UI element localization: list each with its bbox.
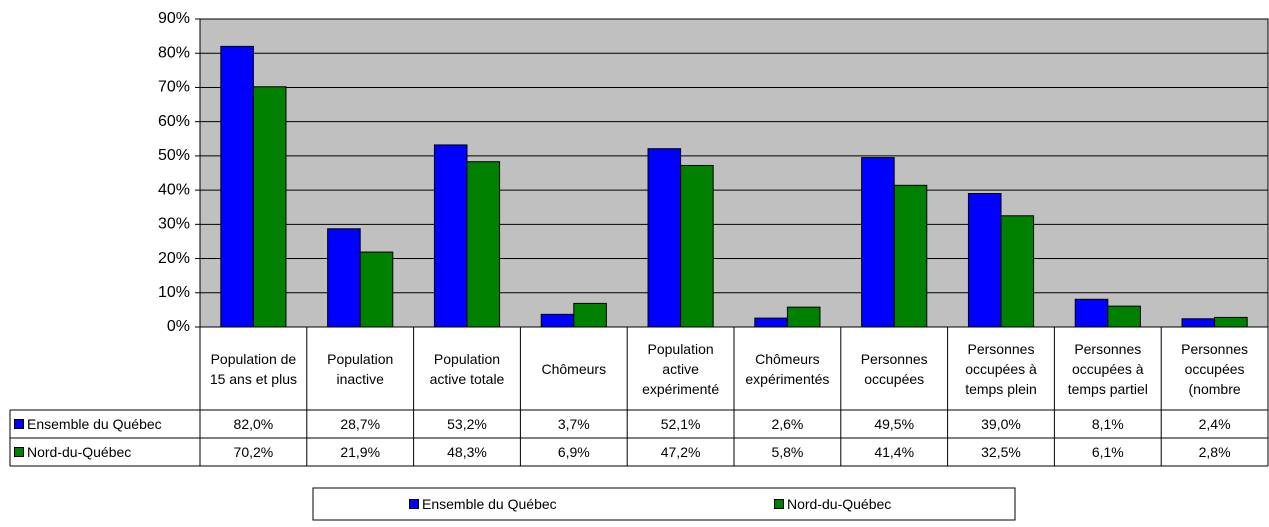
x-tick-label: Population de 15 ans et plus bbox=[209, 350, 297, 387]
bar bbox=[540, 313, 575, 328]
bar bbox=[573, 302, 607, 328]
legend bbox=[312, 487, 1016, 521]
bar bbox=[220, 45, 254, 328]
y-tick-label: 90% bbox=[158, 10, 190, 27]
data-label: 52,1% bbox=[660, 416, 701, 432]
legend-key bbox=[409, 499, 419, 509]
data-label: 82,0% bbox=[233, 416, 274, 432]
bar bbox=[252, 86, 287, 328]
data-label: 70,2% bbox=[233, 444, 274, 460]
bar bbox=[680, 164, 714, 328]
legend-label: Ensemble du Québec bbox=[422, 496, 557, 512]
legend-item: Nord-du-Québec bbox=[772, 488, 1072, 520]
data-label: 3,7% bbox=[557, 416, 590, 432]
data-label: 2,8% bbox=[1198, 444, 1231, 460]
data-label: 47,2% bbox=[660, 444, 701, 460]
x-tick-label: Population active expérimenté bbox=[642, 340, 720, 397]
data-label: 39,0% bbox=[981, 416, 1021, 432]
legend-key bbox=[774, 499, 784, 509]
bar bbox=[359, 251, 394, 328]
bar bbox=[861, 157, 895, 328]
data-label: 6,9% bbox=[557, 444, 590, 460]
y-tick-label: 60% bbox=[158, 113, 190, 130]
x-tick-label: Personnes occupées (nombre bbox=[1181, 340, 1249, 397]
y-tick-label: 50% bbox=[158, 147, 190, 164]
data-label: 5,8% bbox=[771, 444, 804, 460]
y-tick-label: 80% bbox=[158, 44, 190, 61]
x-tick-label: Population inactive bbox=[327, 350, 394, 387]
bar bbox=[786, 306, 821, 328]
table-row-header: Nord-du-Québec bbox=[12, 438, 198, 466]
x-tick-label: Chômeurs bbox=[541, 360, 607, 377]
bar bbox=[466, 161, 501, 328]
legend-key bbox=[14, 447, 24, 457]
bar bbox=[1214, 316, 1248, 328]
bar bbox=[893, 184, 928, 328]
legend-label: Nord-du-Québec bbox=[787, 496, 892, 512]
x-tick-label: Chômeurs expérimentés bbox=[745, 350, 830, 387]
table-row-header: Ensemble du Québec bbox=[12, 410, 198, 438]
y-tick-label: 70% bbox=[158, 79, 190, 96]
y-tick-label: 10% bbox=[158, 284, 190, 301]
x-tick-label: Personnes occupées à temps plein bbox=[965, 340, 1037, 397]
data-label: 49,5% bbox=[874, 416, 915, 432]
bar bbox=[754, 317, 788, 328]
data-label: 2,6% bbox=[771, 416, 804, 432]
bar bbox=[433, 144, 468, 328]
bar bbox=[1107, 305, 1141, 328]
bar bbox=[327, 228, 361, 328]
y-tick-label: 0% bbox=[167, 318, 190, 335]
data-label: 6,1% bbox=[1091, 444, 1124, 460]
bar bbox=[1000, 215, 1035, 328]
bar bbox=[647, 148, 682, 328]
data-label: 2,4% bbox=[1198, 416, 1231, 432]
x-tick-label: Population active totale bbox=[429, 350, 505, 387]
y-tick-label: 20% bbox=[158, 250, 190, 267]
y-tick-label: 30% bbox=[158, 216, 190, 233]
legend-key bbox=[14, 419, 24, 429]
x-tick-label: Personnes occupées bbox=[860, 350, 928, 387]
bar bbox=[1181, 318, 1216, 328]
series-name: Nord-du-Québec bbox=[27, 444, 132, 460]
x-tick-label: Personnes occupées à temps partiel bbox=[1067, 340, 1148, 397]
data-label: 8,1% bbox=[1091, 416, 1124, 432]
bar bbox=[967, 193, 1002, 328]
data-label: 21,9% bbox=[340, 444, 381, 460]
series-name: Ensemble du Québec bbox=[27, 416, 162, 432]
data-label: 53,2% bbox=[447, 416, 487, 432]
data-label: 32,5% bbox=[981, 444, 1021, 460]
y-tick-label: 40% bbox=[158, 181, 190, 198]
data-label: 41,4% bbox=[874, 444, 915, 460]
bar bbox=[1074, 298, 1109, 328]
legend-item: Ensemble du Québec bbox=[407, 488, 707, 520]
data-label: 48,3% bbox=[447, 444, 487, 460]
data-label: 28,7% bbox=[340, 416, 381, 432]
